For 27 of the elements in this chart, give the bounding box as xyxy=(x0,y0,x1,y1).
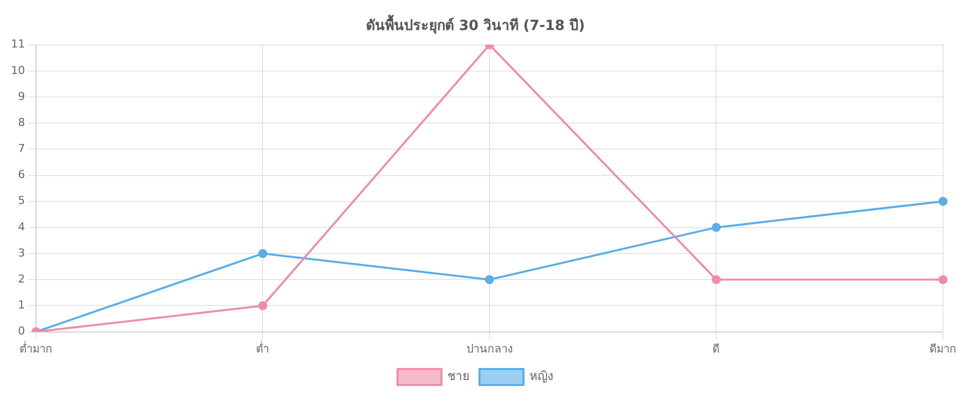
point xyxy=(712,275,721,284)
y-tick-label: 3 xyxy=(18,246,25,260)
y-tick-label: 10 xyxy=(10,64,25,77)
x-tick-label: ดี xyxy=(712,342,720,356)
y-tick-label: 4 xyxy=(18,220,25,234)
chart-title: ดันพื้นประยุกต์ 30 วินาที (7-18 ปี) xyxy=(366,14,585,34)
point xyxy=(712,222,721,232)
y-tick-label: 11 xyxy=(10,38,25,51)
y-tick-label: 5 xyxy=(18,194,25,208)
y-tick-label: 1 xyxy=(18,298,25,312)
y-tick-label: 2 xyxy=(18,272,25,286)
point xyxy=(938,196,948,206)
x-tick-label: ปานกลาง xyxy=(466,342,512,356)
y-tick-label: 9 xyxy=(18,90,25,103)
y-tick-label: 6 xyxy=(18,168,25,182)
legend-label: ชาย xyxy=(448,369,470,384)
point xyxy=(258,249,268,258)
point xyxy=(938,275,948,284)
y-tick-label: 0 xyxy=(18,324,25,338)
legend-label: หญิง xyxy=(530,369,554,384)
point xyxy=(258,301,268,310)
x-tick-label: ดีมาก xyxy=(930,342,956,356)
x-tick-label: ต่ำ xyxy=(256,340,270,356)
y-tick-label: 7 xyxy=(18,142,25,156)
x-tick-label: ต่ำมาก xyxy=(19,340,52,356)
point xyxy=(485,275,494,284)
y-tick-label: 8 xyxy=(18,116,25,129)
